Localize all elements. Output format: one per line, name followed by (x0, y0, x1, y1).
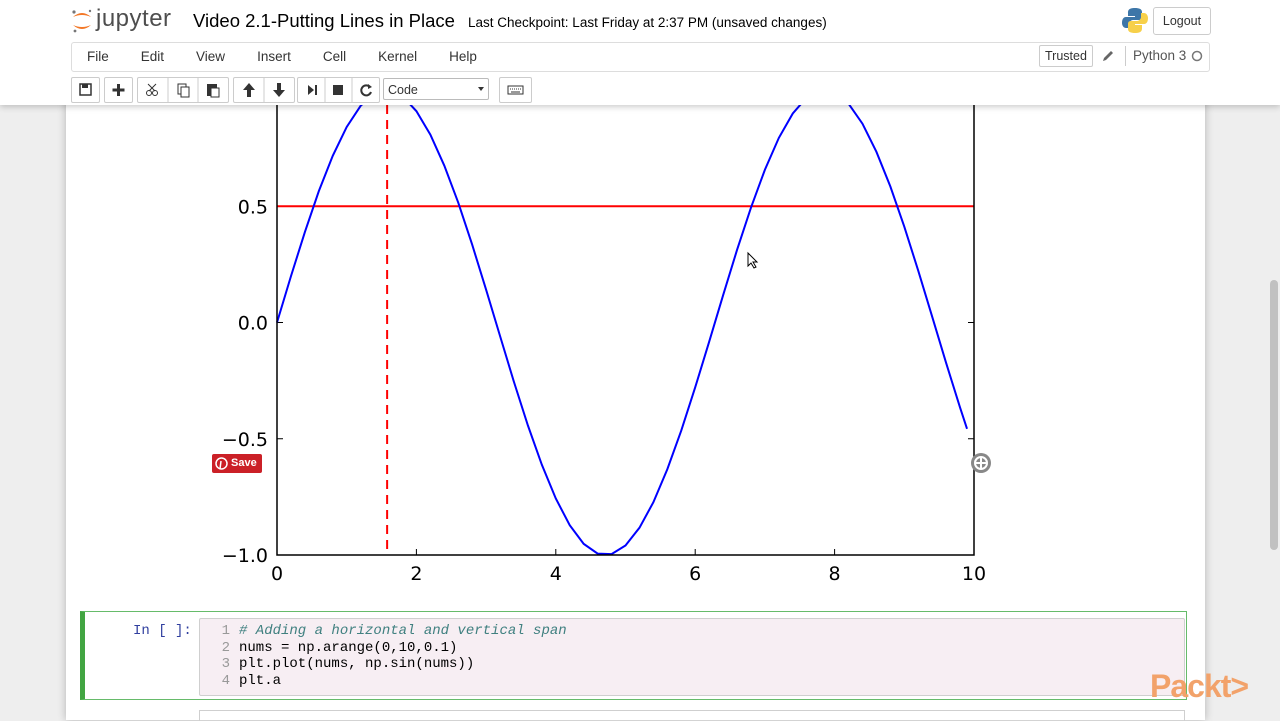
insert-cell-button[interactable] (104, 77, 133, 103)
data-line (276, 88, 968, 556)
code-input[interactable]: 1 # Adding a horizontal and vertical span… (199, 618, 1185, 696)
menu-item[interactable]: Insert (257, 49, 291, 64)
checkpoint-status: Last Checkpoint: Last Friday at 2:37 PM … (468, 15, 827, 30)
kernel-name: Python 3 (1133, 48, 1187, 63)
menu-item[interactable]: Kernel (378, 49, 418, 64)
code-line: nums = np.arange(0,10,0.1) (239, 639, 458, 656)
mouse-cursor (747, 251, 759, 269)
line-number: 4 (221, 673, 230, 690)
code-line: plt.plot(nums, np.sin(nums)) (239, 656, 475, 673)
x-tick-label: 0 (271, 563, 283, 585)
logo-icon (72, 9, 92, 33)
resize-icon[interactable] (969, 451, 993, 475)
kernel-indicator (1191, 50, 1203, 62)
line-number: 3 (221, 656, 230, 673)
cell-prompt: In [ ]: (133, 623, 192, 639)
logo-text[interactable]: jupyter (96, 5, 172, 32)
menu-item[interactable]: Help (449, 49, 477, 64)
code-line: # Adding a horizontal and vertical span (239, 623, 567, 639)
dropdown-arrow (478, 87, 484, 91)
edit-icon[interactable] (1101, 49, 1115, 63)
x-tick-label: 6 (689, 563, 701, 585)
x-tick-label: 4 (550, 563, 562, 585)
x-tick-label: 8 (829, 563, 841, 585)
x-tick-label: 10 (962, 563, 986, 585)
notebook-container (66, 0, 1205, 720)
python-logo (1122, 8, 1148, 33)
menu-item[interactable]: Cell (322, 49, 347, 64)
next-cell[interactable] (199, 710, 1185, 721)
menu-bar: File Edit View Insert Cell Kernel Help (71, 42, 1210, 72)
header: jupyter Video 2.1-Putting Lines in Place… (0, 0, 1280, 105)
menu-item[interactable]: Edit (140, 49, 165, 64)
notebook-title[interactable]: Video 2.1-Putting Lines in Place (193, 10, 455, 31)
y-tick-label: −1.0 (222, 545, 268, 567)
logout-button[interactable]: Logout (1153, 7, 1211, 35)
line-number: 2 (221, 639, 230, 656)
y-tick-label: 0.5 (238, 196, 268, 218)
menu-item[interactable]: View (196, 49, 226, 64)
code-cell[interactable] (80, 611, 1187, 700)
run-buttons[interactable] (297, 77, 380, 103)
save-button[interactable] (71, 77, 100, 103)
x-tick-label: 2 (410, 563, 422, 585)
line-number: 1 (221, 623, 230, 639)
separator (1125, 46, 1126, 66)
scrollbar[interactable] (1270, 280, 1278, 550)
pin-icon (215, 457, 228, 470)
y-tick-label: 0.0 (238, 313, 268, 335)
watermark: Packt> (1150, 668, 1249, 704)
trusted-indicator[interactable]: Trusted (1039, 45, 1093, 67)
clipboard-buttons[interactable] (137, 77, 229, 103)
cell-type-select[interactable]: Code (383, 78, 489, 100)
y-tick-label: −0.5 (222, 429, 268, 451)
plot-frame (276, 89, 975, 556)
menu-item[interactable]: File (87, 49, 109, 64)
move-buttons[interactable] (233, 77, 295, 103)
code-line: plt.a (239, 673, 282, 690)
keyboard-button[interactable] (499, 77, 532, 103)
